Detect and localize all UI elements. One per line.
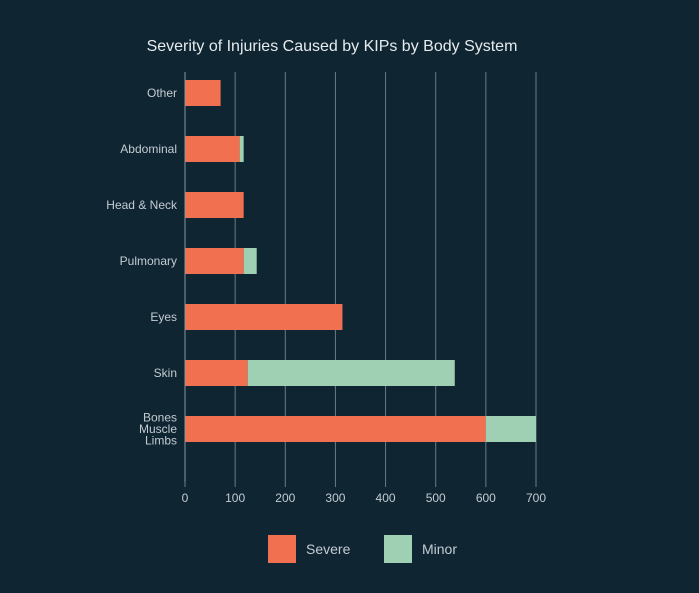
category-label: Abdominal <box>120 142 177 156</box>
category-label: Other <box>147 86 177 100</box>
category-label: Bones Muscle Limbs <box>139 411 177 448</box>
bar-severe <box>185 304 343 330</box>
x-axis: 0 100 200 300 400 500 600 700 <box>182 72 546 505</box>
x-tick-label: 200 <box>275 491 295 505</box>
x-tick-label: 700 <box>526 491 546 505</box>
x-tick-label: 500 <box>426 491 446 505</box>
category-label: Eyes <box>150 310 177 324</box>
category-label: Pulmonary <box>120 254 177 268</box>
x-tick-label: 0 <box>182 491 189 505</box>
legend-label-severe: Severe <box>306 541 351 557</box>
bar-minor <box>247 360 455 386</box>
bar-severe <box>185 416 486 442</box>
legend: Severe Minor <box>268 535 457 563</box>
chart-title: Severity of Injuries Caused by KIPs by B… <box>147 38 518 55</box>
gridlines <box>234 72 537 482</box>
bar-severe <box>185 192 244 218</box>
bar-severe <box>185 80 221 106</box>
bars <box>185 80 536 442</box>
category-labels: Other Abdominal Head & Neck Pulmonary Eyes Sk… <box>106 86 178 448</box>
category-label: Head & Neck <box>106 198 178 212</box>
legend-swatch-minor <box>384 535 412 563</box>
x-tick-label: 300 <box>325 491 345 505</box>
x-tick-label: 600 <box>476 491 496 505</box>
bar-severe <box>185 248 244 274</box>
category-label: Skin <box>154 366 177 380</box>
bar-minor <box>485 416 536 442</box>
x-tick-label: 100 <box>225 491 245 505</box>
legend-swatch-severe <box>268 535 296 563</box>
legend-label-minor: Minor <box>422 541 457 557</box>
bar-severe <box>185 360 248 386</box>
x-tick-label: 400 <box>376 491 396 505</box>
bar-minor <box>243 248 257 274</box>
bar-severe <box>185 136 240 162</box>
bar-minor <box>239 136 244 162</box>
